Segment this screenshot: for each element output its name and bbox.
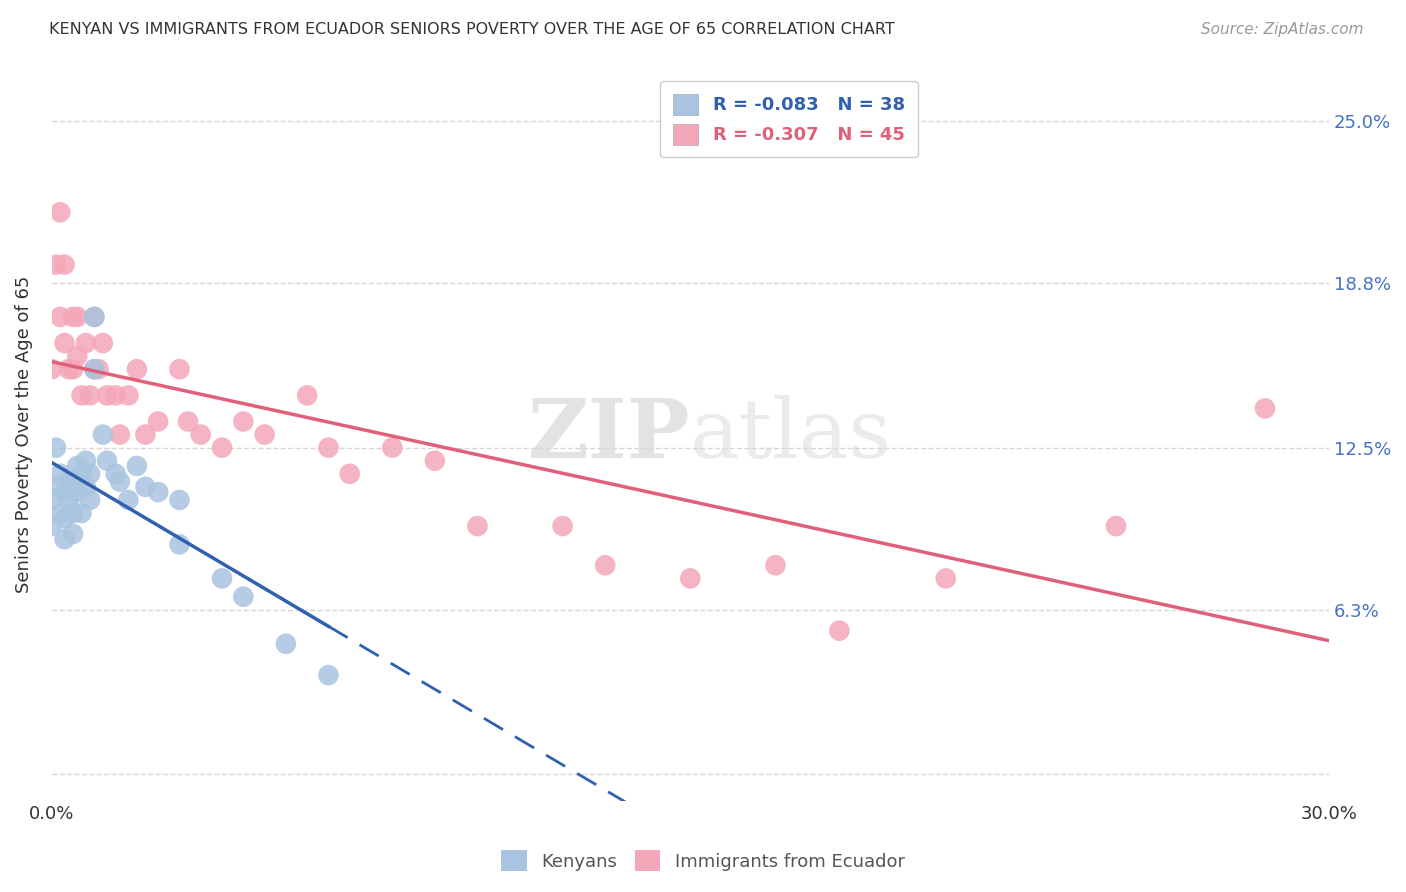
Point	[108, 475, 131, 489]
Point	[232, 415, 254, 429]
Point	[62, 362, 84, 376]
Text: KENYAN VS IMMIGRANTS FROM ECUADOR SENIORS POVERTY OVER THE AGE OF 65 CORRELATION: KENYAN VS IMMIGRANTS FROM ECUADOR SENIOR…	[49, 22, 896, 37]
Point	[66, 485, 89, 500]
Point	[274, 637, 297, 651]
Point	[1254, 401, 1277, 416]
Point	[117, 388, 139, 402]
Point	[253, 427, 276, 442]
Point	[211, 571, 233, 585]
Point	[96, 453, 118, 467]
Point	[1105, 519, 1128, 533]
Point	[177, 415, 200, 429]
Point	[134, 480, 156, 494]
Point	[96, 388, 118, 402]
Point	[49, 205, 72, 219]
Point	[679, 571, 702, 585]
Point	[66, 349, 89, 363]
Point	[70, 467, 93, 481]
Legend: Kenyans, Immigrants from Ecuador: Kenyans, Immigrants from Ecuador	[494, 843, 912, 879]
Point	[169, 492, 191, 507]
Point	[79, 388, 101, 402]
Point	[108, 427, 131, 442]
Point	[49, 310, 72, 324]
Point	[58, 475, 80, 489]
Point	[70, 506, 93, 520]
Point	[190, 427, 212, 442]
Point	[91, 336, 114, 351]
Point	[53, 485, 76, 500]
Point	[75, 336, 97, 351]
Point	[70, 388, 93, 402]
Point	[66, 310, 89, 324]
Legend: R = -0.083   N = 38, R = -0.307   N = 45: R = -0.083 N = 38, R = -0.307 N = 45	[661, 81, 918, 157]
Point	[45, 480, 67, 494]
Point	[45, 441, 67, 455]
Point	[169, 362, 191, 376]
Point	[169, 537, 191, 551]
Point	[125, 458, 148, 473]
Point	[91, 427, 114, 442]
Point	[58, 362, 80, 376]
Point	[62, 527, 84, 541]
Point	[53, 511, 76, 525]
Point	[117, 492, 139, 507]
Point	[62, 310, 84, 324]
Point	[318, 441, 340, 455]
Y-axis label: Seniors Poverty Over the Age of 65: Seniors Poverty Over the Age of 65	[15, 276, 32, 593]
Point	[58, 492, 80, 507]
Point	[381, 441, 404, 455]
Point	[75, 453, 97, 467]
Text: ZIP: ZIP	[527, 394, 690, 475]
Point	[232, 590, 254, 604]
Point	[104, 467, 127, 481]
Point	[41, 492, 63, 507]
Point	[828, 624, 851, 638]
Point	[62, 480, 84, 494]
Point	[49, 506, 72, 520]
Point	[53, 258, 76, 272]
Point	[75, 480, 97, 494]
Point	[66, 458, 89, 473]
Point	[423, 453, 446, 467]
Point	[83, 310, 105, 324]
Point	[318, 668, 340, 682]
Point	[49, 467, 72, 481]
Point	[41, 519, 63, 533]
Point	[83, 362, 105, 376]
Point	[41, 362, 63, 376]
Point	[593, 558, 616, 573]
Point	[467, 519, 489, 533]
Point	[45, 258, 67, 272]
Point	[62, 506, 84, 520]
Point	[125, 362, 148, 376]
Point	[104, 388, 127, 402]
Text: Source: ZipAtlas.com: Source: ZipAtlas.com	[1201, 22, 1364, 37]
Point	[551, 519, 574, 533]
Point	[765, 558, 787, 573]
Point	[134, 427, 156, 442]
Point	[148, 415, 170, 429]
Point	[83, 310, 105, 324]
Point	[211, 441, 233, 455]
Point	[339, 467, 361, 481]
Point	[935, 571, 957, 585]
Point	[148, 485, 170, 500]
Point	[79, 467, 101, 481]
Point	[53, 336, 76, 351]
Point	[295, 388, 318, 402]
Point	[87, 362, 110, 376]
Point	[83, 362, 105, 376]
Point	[53, 532, 76, 546]
Text: atlas: atlas	[690, 394, 893, 475]
Point	[79, 492, 101, 507]
